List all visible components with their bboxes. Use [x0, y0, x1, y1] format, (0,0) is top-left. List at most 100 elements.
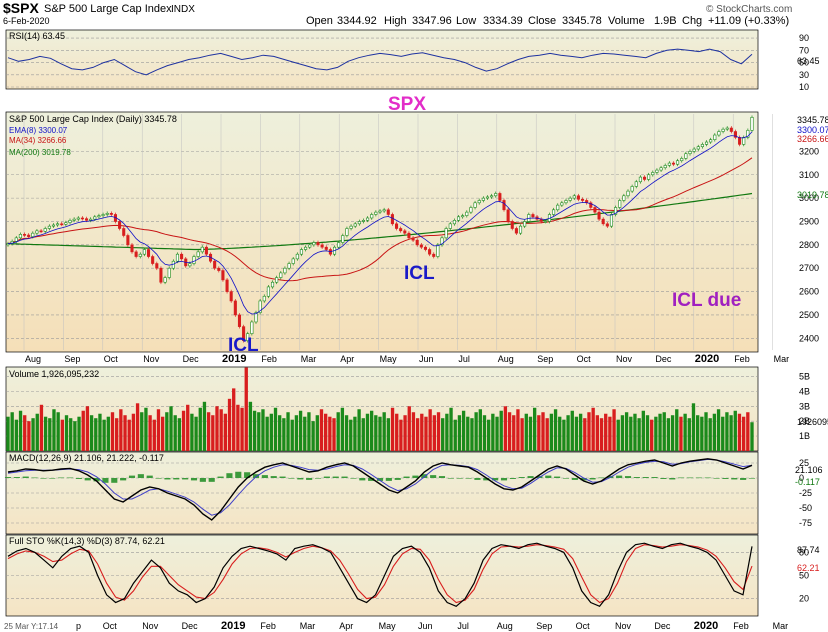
candle-body	[556, 204, 560, 211]
candle-body	[572, 195, 576, 199]
bottom-x-label-7: Mar	[300, 621, 316, 631]
volume-bar	[415, 418, 420, 451]
price-x-label-1: Sep	[64, 354, 80, 364]
candle-body	[126, 235, 130, 246]
icl-annotation-dec-2018: ICL	[228, 335, 259, 356]
volume-bar	[123, 415, 127, 451]
volume-bar	[265, 416, 269, 451]
macd-hist-value-label: -0.117	[795, 477, 820, 487]
candle-body	[56, 223, 60, 226]
volume-value-label: 1926095232	[797, 417, 828, 427]
volume-bar	[708, 418, 712, 451]
macd-tick-4: -75	[799, 518, 812, 528]
candle-body	[473, 202, 477, 208]
candle-body	[295, 253, 299, 260]
open-value: 3344.92	[337, 15, 377, 27]
price-x-label-12: Aug	[498, 354, 514, 364]
price-x-label-13: Sep	[537, 354, 553, 364]
volume-bar	[294, 415, 299, 451]
macd-histogram-bar	[341, 476, 348, 478]
volume-bar	[6, 416, 10, 451]
macd-histogram-bar	[571, 478, 578, 480]
price-x-label-3: Nov	[143, 354, 160, 364]
volume-bar	[81, 410, 85, 451]
volume-bar	[357, 409, 361, 451]
index-name: S&P 500 Large Cap Index	[44, 3, 172, 15]
macd-histogram-bar	[660, 478, 667, 479]
macd-histogram-bar	[102, 478, 109, 483]
volume-bar	[386, 418, 391, 451]
candle-body	[469, 207, 473, 213]
candle-body	[155, 263, 159, 269]
bottom-x-label-9: May	[379, 621, 397, 631]
volume-bar	[436, 412, 441, 451]
candle-body	[374, 211, 378, 215]
volume-bar	[687, 418, 691, 451]
bottom-x-label-11: Jul	[457, 621, 469, 631]
volume-bar	[248, 401, 253, 451]
macd-histogram-bar	[75, 478, 82, 479]
volume-bar	[110, 412, 115, 451]
candle-body	[552, 209, 556, 215]
macd-histogram-bar	[111, 478, 118, 483]
volume-bar	[69, 418, 73, 451]
macd-line	[7, 458, 753, 521]
volume-bar	[211, 415, 215, 451]
macd-histogram-bar	[350, 478, 357, 479]
bottom-x-label-0: 25 Mar Y:17.14	[4, 622, 59, 631]
candle-body	[626, 190, 630, 197]
candle-body	[688, 151, 692, 155]
macd-histogram-bar	[31, 477, 38, 479]
candle-body	[134, 251, 138, 257]
candle-body	[684, 153, 688, 159]
macd-histogram-bar	[40, 478, 47, 479]
exchange: INDX	[171, 4, 195, 15]
bottom-x-label-3: Nov	[142, 621, 159, 631]
volume-bar	[658, 413, 662, 451]
volume-bar	[441, 418, 445, 451]
candle-body	[403, 230, 407, 234]
candle-body	[229, 291, 233, 302]
volume-bar	[721, 416, 725, 451]
macd-histogram-bar	[492, 478, 499, 481]
volume-bar	[570, 410, 574, 451]
volume-bar	[537, 415, 541, 451]
volume-bar	[35, 413, 39, 451]
candle-body	[411, 237, 415, 241]
price-tick-4: 2800	[799, 240, 819, 250]
volume-bar	[558, 416, 562, 451]
volume-bar	[541, 412, 545, 451]
candle-body	[93, 216, 97, 220]
volume-bar	[583, 418, 587, 451]
candle-body	[490, 195, 494, 198]
candle-body	[304, 246, 308, 250]
macd-histogram-bar	[421, 474, 428, 478]
ma200-legend: MA(200) 3019.78	[9, 148, 71, 157]
candle-body	[395, 223, 399, 229]
volume-bar	[645, 415, 650, 451]
volume-bar	[328, 416, 332, 451]
volume-bar	[298, 410, 303, 451]
candle-body	[151, 256, 155, 264]
volume-bar	[186, 404, 190, 451]
price-x-label-0: Aug	[25, 354, 41, 364]
candle-body	[237, 314, 241, 327]
bottom-x-label-4: Dec	[182, 621, 199, 631]
macd-histogram-bar	[465, 478, 472, 479]
candle-body	[14, 237, 18, 242]
volume-value: 1.9B	[654, 15, 677, 27]
ma34-legend: MA(34) 3266.66	[9, 136, 67, 145]
macd-histogram-bar	[252, 474, 260, 478]
price-x-label-2: Oct	[104, 354, 119, 364]
candle-body	[543, 221, 547, 223]
candle-body	[370, 214, 374, 219]
candle-body	[72, 218, 76, 221]
price-tick-1: 3100	[799, 170, 819, 180]
volume-bar	[612, 409, 616, 451]
macd-histogram-bar	[359, 478, 366, 481]
candle-body	[700, 144, 704, 148]
volume-bar	[516, 409, 520, 451]
candle-body	[320, 244, 324, 248]
volume-bar	[578, 413, 583, 451]
